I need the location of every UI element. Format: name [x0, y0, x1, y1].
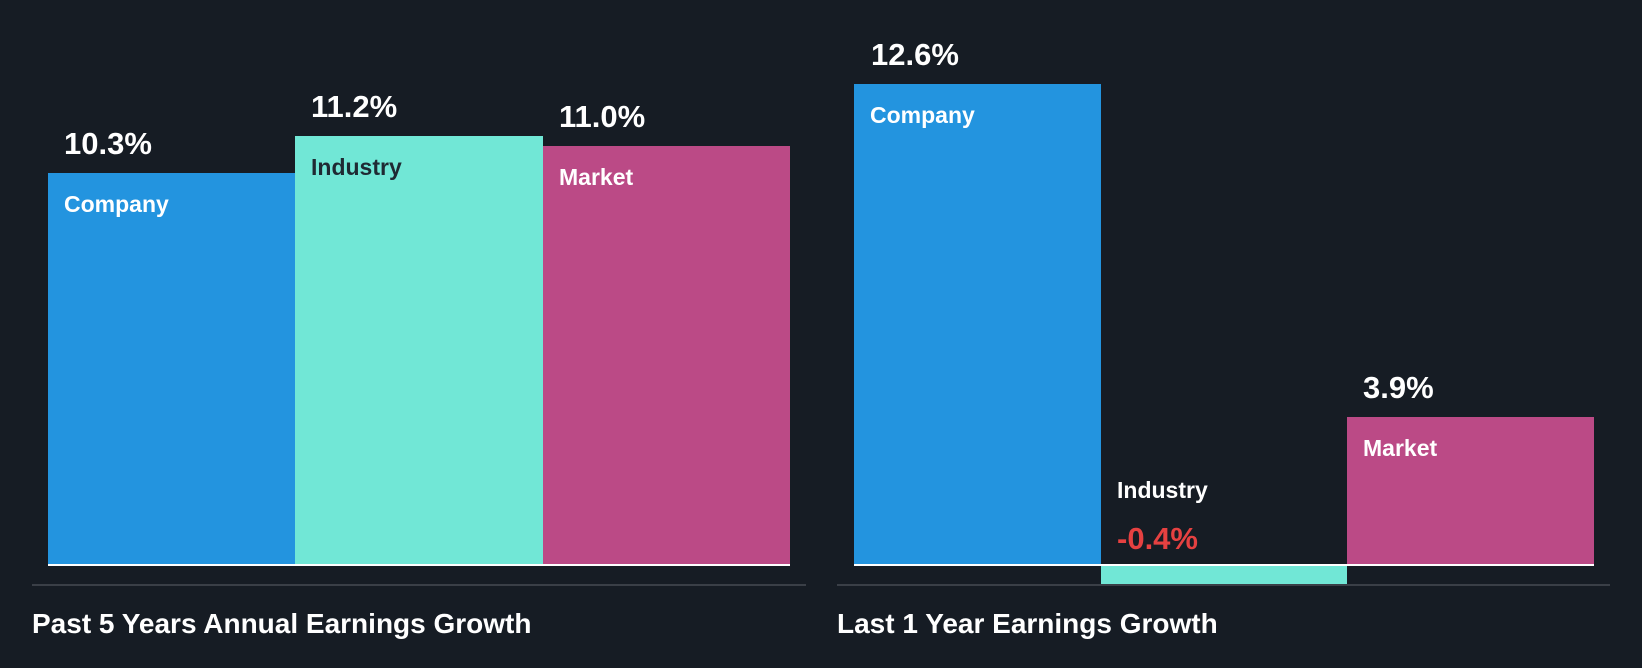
right-market-value: 3.9% — [1363, 370, 1434, 405]
left-baseline — [48, 564, 790, 566]
right-industry-label: Industry — [1117, 477, 1208, 503]
left-market-value: 11.0% — [559, 99, 646, 134]
left-industry-bar: Industry — [295, 136, 543, 565]
left-company-value: 10.3% — [64, 126, 152, 161]
left-industry-value: 11.2% — [311, 89, 398, 124]
left-market-label: Market — [559, 164, 634, 190]
right-company-label: Company — [870, 102, 975, 128]
left-industry-label: Industry — [311, 154, 402, 180]
right-market-label: Market — [1363, 435, 1438, 461]
right-baseline — [854, 564, 1594, 566]
right-market-bar: Market — [1347, 417, 1594, 565]
right-chart-title: Last 1 Year Earnings Growth — [837, 608, 1218, 639]
left-market-bar: Market — [543, 146, 790, 565]
right-divider — [837, 584, 1610, 586]
left-chart-title: Past 5 Years Annual Earnings Growth — [32, 608, 532, 639]
right-industry-value: -0.4% — [1117, 521, 1198, 556]
right-industry-bar — [1101, 565, 1347, 584]
left-divider — [32, 584, 806, 586]
left-company-bar: Company — [48, 173, 295, 565]
left-company-label: Company — [64, 191, 169, 217]
right-company-bar: Company — [854, 84, 1101, 565]
right-company-value: 12.6% — [871, 37, 959, 72]
